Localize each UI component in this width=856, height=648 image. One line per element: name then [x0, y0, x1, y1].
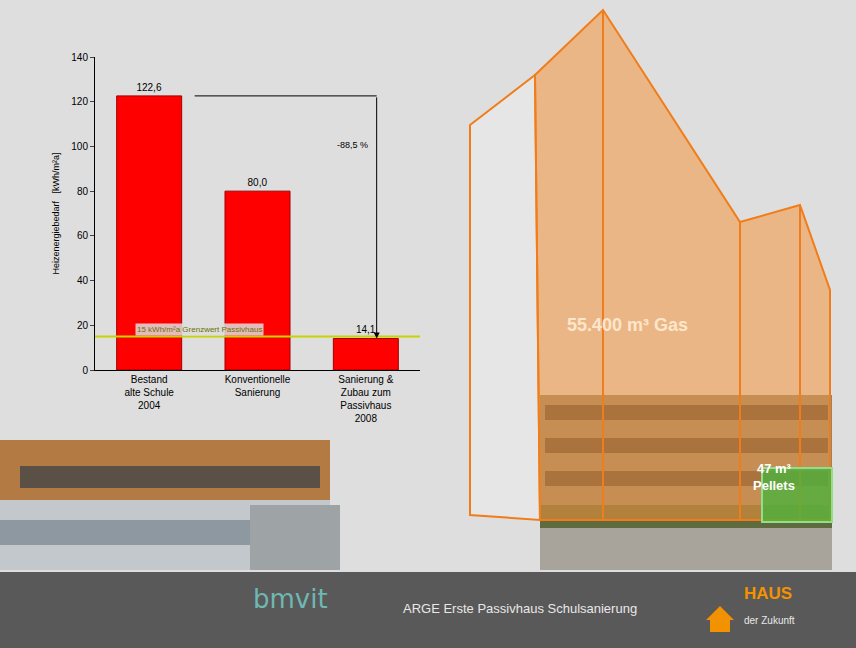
- svg-text:bmvit: bmvit: [253, 584, 328, 614]
- svg-text:HAUS: HAUS: [744, 584, 792, 603]
- svg-text:15 kWh/m²a Grenzwert Passivhau: 15 kWh/m²a Grenzwert Passivhaus: [137, 325, 262, 334]
- svg-text:der Zukunft: der Zukunft: [744, 615, 795, 626]
- svg-text:0: 0: [82, 365, 88, 376]
- svg-text:20: 20: [77, 320, 89, 331]
- svg-text:Bestandalte Schule2004: Bestandalte Schule2004: [124, 374, 174, 411]
- svg-text:122,6: 122,6: [136, 82, 161, 93]
- svg-text:80,0: 80,0: [248, 177, 268, 188]
- svg-text:14,1: 14,1: [356, 324, 376, 335]
- svg-text:140: 140: [71, 52, 88, 63]
- svg-text:-88,5 %: -88,5 %: [337, 140, 368, 150]
- svg-text:Sanierung &Zubau zumPassivhaus: Sanierung &Zubau zumPassivhaus2008: [338, 374, 393, 424]
- svg-text:100: 100: [71, 141, 88, 152]
- svg-text:60: 60: [77, 230, 89, 241]
- svg-text:47 m³Pellets: 47 m³Pellets: [753, 461, 795, 493]
- svg-text:KonventionelleSanierung: KonventionelleSanierung: [225, 374, 291, 398]
- svg-text:55.400 m³ Gas: 55.400 m³ Gas: [567, 315, 688, 335]
- svg-text:ARGE Erste Passivhaus Schulsan: ARGE Erste Passivhaus Schulsanierung: [403, 601, 637, 616]
- svg-text:Heizenergiebedarf [kWh/m²a]: Heizenergiebedarf [kWh/m²a]: [51, 152, 61, 274]
- svg-text:40: 40: [77, 275, 89, 286]
- svg-text:80: 80: [77, 186, 89, 197]
- svg-text:120: 120: [71, 96, 88, 107]
